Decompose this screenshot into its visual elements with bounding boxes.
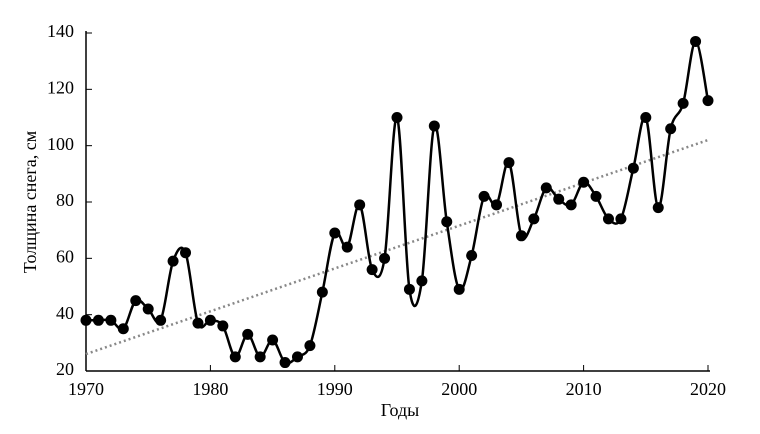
data-point xyxy=(354,199,366,211)
data-point xyxy=(192,317,204,329)
x-tick-label: 1970 xyxy=(68,379,104,399)
data-point xyxy=(403,283,415,295)
y-tick-label: 60 xyxy=(56,246,74,266)
data-point xyxy=(229,351,241,363)
y-tick-label: 20 xyxy=(56,359,74,379)
data-point xyxy=(155,314,167,326)
x-tick-label: 2000 xyxy=(441,379,477,399)
data-point xyxy=(652,202,664,214)
data-point xyxy=(142,303,154,315)
data-point xyxy=(428,120,440,132)
x-tick-label: 2020 xyxy=(690,379,726,399)
x-axis-label: Годы xyxy=(381,400,420,420)
data-point xyxy=(515,230,527,242)
data-point xyxy=(267,334,279,346)
data-point xyxy=(391,112,403,123)
data-point xyxy=(565,199,577,211)
data-point xyxy=(204,314,216,326)
data-point xyxy=(578,176,590,188)
x-tick-label: 1980 xyxy=(192,379,228,399)
data-point xyxy=(453,283,465,295)
y-tick-label: 80 xyxy=(56,190,74,210)
data-line xyxy=(85,40,710,365)
data-point xyxy=(466,250,478,262)
data-point xyxy=(366,264,378,276)
y-tick-label: 140 xyxy=(47,21,74,41)
data-point xyxy=(602,213,614,225)
data-point xyxy=(379,252,391,264)
data-point xyxy=(291,351,303,363)
y-tick-label: 40 xyxy=(56,303,74,323)
data-point xyxy=(640,112,652,123)
data-point xyxy=(316,286,328,298)
data-point xyxy=(217,320,229,332)
data-point xyxy=(105,314,117,326)
data-point xyxy=(329,227,341,239)
data-point xyxy=(627,162,639,174)
data-point xyxy=(478,190,490,202)
data-point xyxy=(117,323,129,335)
data-point xyxy=(304,340,316,352)
data-point xyxy=(503,157,515,169)
data-point xyxy=(180,247,192,259)
data-point xyxy=(341,241,353,253)
x-tick-label: 1990 xyxy=(317,379,353,399)
data-point xyxy=(677,97,689,109)
data-point xyxy=(167,255,179,267)
data-point xyxy=(590,190,602,202)
data-point xyxy=(80,314,92,326)
y-axis-label: Толщина снега, см xyxy=(20,131,40,273)
data-point xyxy=(690,35,702,47)
data-point xyxy=(441,216,453,228)
data-point xyxy=(553,193,565,205)
data-point xyxy=(254,351,266,363)
data-point xyxy=(491,199,503,211)
data-point xyxy=(615,213,627,225)
trend-line xyxy=(85,138,709,356)
data-point xyxy=(92,314,104,326)
x-tick-label: 2010 xyxy=(566,379,602,399)
data-point xyxy=(416,275,428,287)
data-point xyxy=(702,95,714,107)
y-tick-label: 100 xyxy=(47,134,74,154)
data-point xyxy=(242,328,254,340)
data-point xyxy=(540,182,552,194)
y-tick-label: 120 xyxy=(47,77,74,97)
data-point xyxy=(528,213,540,225)
data-point xyxy=(279,357,291,369)
data-point xyxy=(665,123,677,135)
data-point xyxy=(130,295,142,307)
